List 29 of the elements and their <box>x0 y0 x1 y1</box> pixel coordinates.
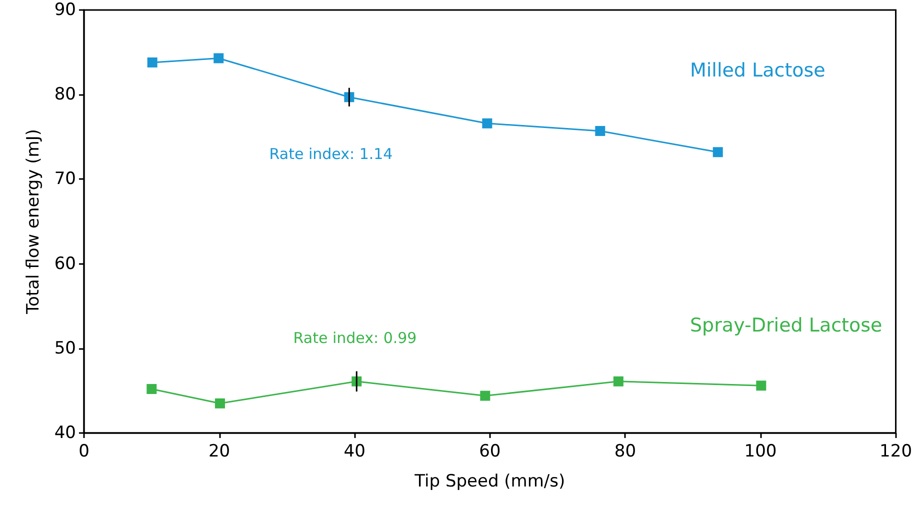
y-tick-label: 40 <box>54 423 76 443</box>
point <box>214 398 225 408</box>
x-tick-label: 80 <box>614 442 636 462</box>
annotation: Rate index: 1.14 <box>269 145 393 163</box>
x-tick-label: 100 <box>744 442 777 462</box>
x-tick-label: 20 <box>208 442 230 462</box>
point <box>147 57 158 68</box>
point <box>712 147 723 158</box>
point <box>613 376 624 386</box>
x-tick-label: 60 <box>479 442 501 462</box>
point <box>480 390 490 401</box>
point <box>756 380 766 391</box>
y-tick-label: 80 <box>54 84 76 105</box>
y-axis-title: Total flow energy (mJ) <box>24 129 44 315</box>
x-tick-label: 0 <box>78 442 90 462</box>
x-tick-label: 40 <box>344 442 366 462</box>
y-tick-label: 70 <box>54 169 76 190</box>
text: Spray-Dried Lactose <box>690 314 882 336</box>
point <box>214 53 224 64</box>
y-tick-label: 60 <box>54 254 76 274</box>
x-tick-label: 120 <box>880 442 912 462</box>
text: Milled Lactose <box>690 60 826 82</box>
y-tick-label: 50 <box>54 338 76 358</box>
point <box>595 126 606 136</box>
annotation: Rate index: 0.99 <box>293 329 417 347</box>
y-tick-label: 90 <box>54 0 76 20</box>
x-axis-title: Tip Speed (mm/s) <box>414 472 566 492</box>
point <box>146 384 157 394</box>
point <box>482 118 492 128</box>
